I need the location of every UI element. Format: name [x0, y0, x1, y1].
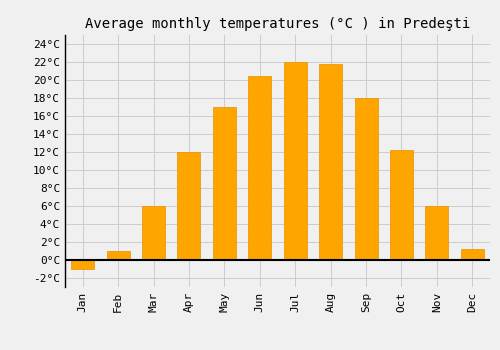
- Bar: [319, 64, 342, 260]
- Bar: [142, 206, 165, 260]
- Bar: [426, 206, 448, 260]
- Bar: [71, 260, 94, 269]
- Bar: [213, 107, 236, 260]
- Bar: [178, 152, 201, 260]
- Bar: [284, 62, 306, 260]
- Bar: [248, 76, 272, 260]
- Bar: [390, 150, 413, 260]
- Bar: [461, 249, 484, 260]
- Bar: [106, 251, 130, 260]
- Title: Average monthly temperatures (°C ) in Predeşti: Average monthly temperatures (°C ) in Pr…: [85, 17, 470, 31]
- Bar: [354, 98, 378, 260]
